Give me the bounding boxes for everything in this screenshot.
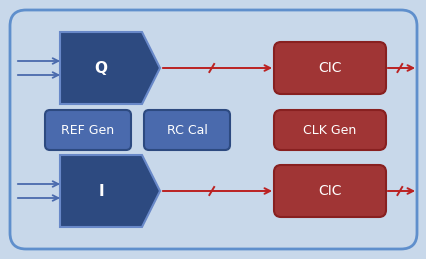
Text: CIC: CIC bbox=[317, 61, 341, 75]
FancyBboxPatch shape bbox=[273, 165, 385, 217]
Text: CIC: CIC bbox=[317, 184, 341, 198]
Polygon shape bbox=[60, 155, 160, 227]
FancyBboxPatch shape bbox=[273, 42, 385, 94]
FancyBboxPatch shape bbox=[45, 110, 131, 150]
Polygon shape bbox=[60, 32, 160, 104]
FancyBboxPatch shape bbox=[10, 10, 416, 249]
FancyBboxPatch shape bbox=[144, 110, 230, 150]
FancyBboxPatch shape bbox=[273, 110, 385, 150]
Text: I: I bbox=[98, 183, 104, 198]
Text: RC Cal: RC Cal bbox=[166, 124, 207, 136]
Text: REF Gen: REF Gen bbox=[61, 124, 114, 136]
Text: Q: Q bbox=[94, 61, 107, 76]
Text: CLK Gen: CLK Gen bbox=[302, 124, 356, 136]
